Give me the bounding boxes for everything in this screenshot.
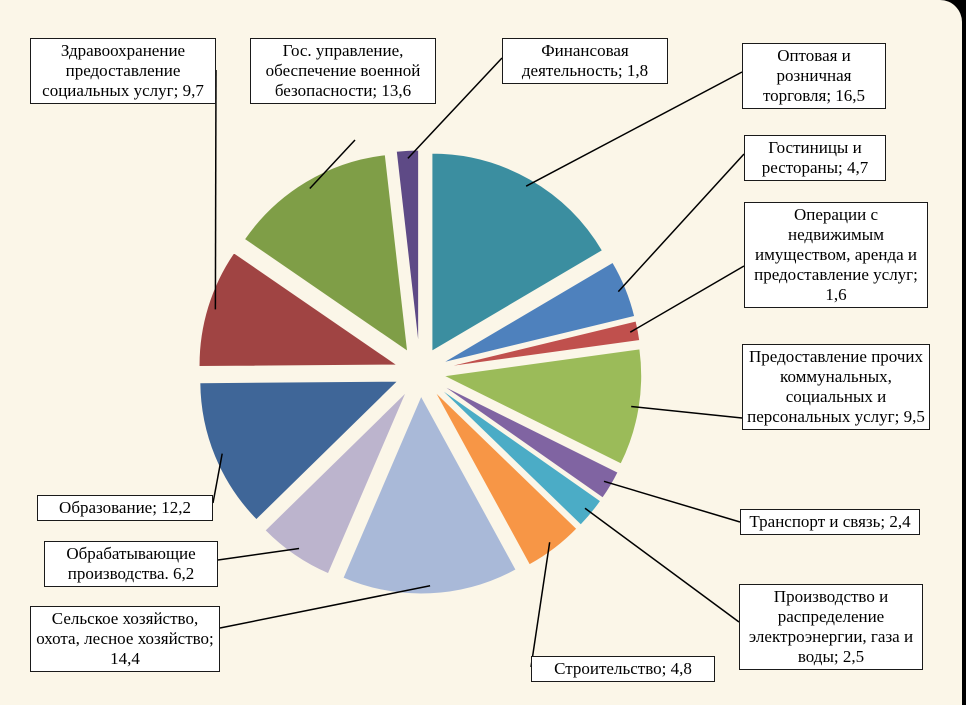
data-label-transport: Транспорт и связь; 2,4 — [740, 509, 920, 535]
data-label-finance: Финансовая деятельность; 1,8 — [502, 38, 668, 84]
slice-education — [199, 380, 400, 521]
data-label-healthcare: Здравоохранение предоставление социальны… — [30, 38, 216, 104]
data-label-construction: Строительство; 4,8 — [531, 656, 715, 682]
slice-government — [243, 154, 409, 353]
data-label-utilities: Производство и распределение электроэнер… — [739, 584, 923, 670]
leader-line — [525, 71, 743, 187]
slice-real-estate — [443, 320, 641, 369]
leader-line — [530, 542, 551, 668]
leader-line — [212, 453, 223, 504]
slice-manufacturing — [264, 391, 407, 575]
pie-slices — [198, 149, 643, 595]
slice-agriculture — [342, 394, 517, 595]
leader-line — [214, 69, 217, 310]
leader-line — [219, 585, 431, 629]
leader-line — [631, 405, 743, 419]
leader-line — [603, 480, 741, 523]
slice-construction — [434, 390, 578, 566]
leader-line — [617, 153, 745, 293]
data-label-real-estate: Операции с недвижимым имуществом, аренда… — [744, 202, 928, 308]
leader-line — [629, 265, 745, 333]
data-label-government: Гос. управление, обеспечение военной без… — [250, 38, 436, 104]
data-label-education: Образование; 12,2 — [37, 495, 213, 521]
slice-healthcare — [198, 252, 399, 368]
data-label-hotels: Гостиницы и рестораны; 4,7 — [744, 135, 886, 181]
slice-hotels — [441, 261, 636, 364]
data-label-other-services: Предоставление прочих коммунальных, соци… — [742, 344, 930, 430]
data-label-trade: Оптовая и розничная торговля; 16,5 — [742, 43, 886, 109]
leader-line — [217, 547, 300, 561]
leader-lines — [212, 57, 745, 668]
slice-finance — [395, 149, 420, 349]
leader-line — [407, 57, 503, 159]
slice-transport — [440, 383, 619, 499]
leader-line — [309, 139, 356, 190]
data-label-manufacturing: Обрабатывающие производства. 6,2 — [44, 541, 218, 587]
slice-trade — [431, 152, 604, 353]
leader-line — [584, 507, 740, 623]
data-label-agriculture: Сельское хозяйство, охота, лесное хозяйс… — [30, 606, 220, 672]
